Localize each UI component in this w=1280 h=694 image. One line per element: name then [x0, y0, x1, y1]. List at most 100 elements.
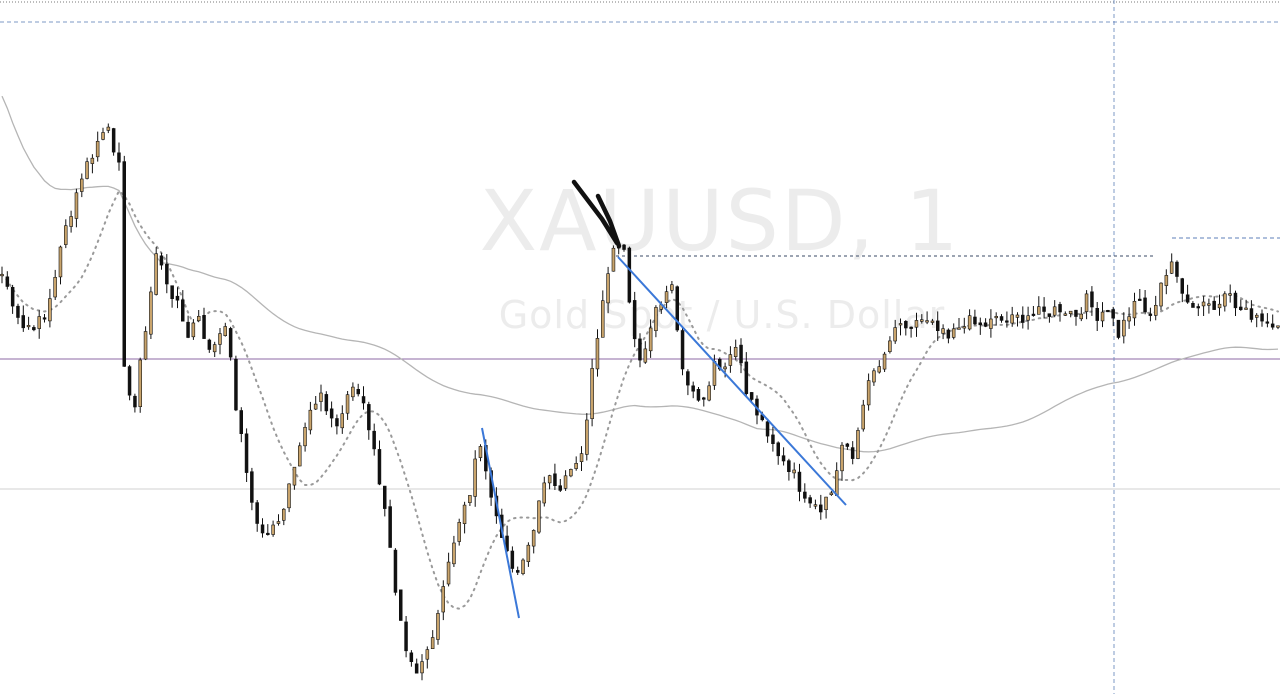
candle-body: [202, 314, 206, 339]
candle-body: [510, 550, 515, 569]
candle-body: [1249, 308, 1254, 320]
candle: [255, 500, 259, 532]
candle-body: [1020, 314, 1025, 323]
candle: [845, 442, 850, 450]
candle-body: [21, 315, 25, 329]
candle-body: [1042, 306, 1046, 312]
candle-body: [48, 298, 52, 322]
candle-body: [925, 320, 929, 323]
candle: [579, 446, 584, 471]
candle: [733, 339, 738, 360]
candle: [824, 496, 828, 519]
candle-body: [239, 410, 244, 435]
candle: [585, 413, 589, 461]
candle: [531, 529, 536, 554]
candle: [558, 479, 562, 492]
candle-body: [16, 305, 20, 318]
candle: [5, 271, 10, 290]
candle: [1100, 302, 1105, 328]
candle: [877, 360, 881, 374]
candle-body: [234, 358, 238, 411]
candle: [287, 483, 291, 513]
candle-body: [994, 315, 998, 319]
candle: [382, 485, 387, 517]
candle-body: [292, 466, 297, 486]
candle: [404, 616, 408, 658]
candle: [898, 318, 903, 336]
candle-body: [723, 366, 727, 370]
candle-body: [149, 291, 153, 335]
candle-body: [537, 500, 541, 533]
candle-body: [973, 316, 977, 325]
candle: [32, 325, 36, 332]
candle-body: [430, 637, 435, 649]
candle: [0, 266, 4, 284]
candle-body: [345, 394, 350, 414]
candle-body: [101, 132, 105, 140]
candle-body: [1047, 313, 1052, 317]
candle: [308, 401, 313, 435]
candle-body: [425, 649, 430, 660]
candle: [122, 155, 127, 367]
candle-body: [250, 471, 254, 503]
candle-body: [1244, 307, 1248, 310]
candle: [776, 441, 780, 465]
candle-body: [1223, 293, 1227, 307]
candle: [1249, 300, 1254, 323]
candle-body: [803, 491, 807, 499]
candle: [303, 422, 307, 452]
candle: [983, 318, 988, 328]
candle-body: [1031, 313, 1036, 316]
candle-body: [888, 340, 892, 352]
candle-body: [1228, 293, 1232, 296]
candle-body: [154, 253, 158, 295]
candle-body: [0, 273, 4, 277]
candle-body: [872, 370, 876, 383]
candle-body: [845, 443, 850, 447]
candle-body: [542, 482, 546, 504]
candle-body: [531, 530, 536, 547]
candle: [1111, 306, 1115, 327]
candle: [808, 494, 812, 508]
candle: [106, 123, 111, 134]
candle-body: [5, 276, 10, 287]
candle-body: [382, 485, 387, 509]
candle: [10, 284, 15, 314]
candle: [542, 476, 546, 507]
candle: [1265, 313, 1270, 328]
candle: [914, 312, 919, 337]
candle-body: [989, 318, 993, 329]
candle: [627, 246, 632, 304]
candle: [1212, 296, 1216, 310]
candle: [978, 317, 982, 335]
candle-body: [733, 346, 738, 357]
candle-body: [42, 317, 47, 320]
candle: [654, 305, 658, 338]
candle: [37, 310, 41, 339]
candle: [1260, 309, 1264, 327]
candle: [468, 495, 472, 506]
candle-body: [138, 359, 143, 408]
candle: [840, 442, 844, 481]
candle: [861, 399, 865, 432]
candle: [133, 393, 137, 413]
candle-body: [409, 652, 414, 662]
candle-body: [1233, 292, 1238, 309]
candle-body: [1276, 325, 1280, 328]
candle: [1185, 284, 1190, 304]
candle: [1127, 307, 1131, 329]
candle-body: [404, 621, 408, 652]
candle-body: [441, 586, 445, 613]
candle-body: [765, 421, 770, 437]
candle: [648, 319, 653, 358]
candle-body: [515, 570, 520, 573]
candle-body: [393, 549, 398, 593]
candle: [909, 326, 913, 338]
candle-body: [276, 521, 281, 524]
candle: [701, 396, 706, 407]
candle-body: [90, 157, 95, 164]
candle-body: [558, 485, 562, 491]
candle-body: [1111, 309, 1115, 319]
candle: [186, 315, 190, 339]
